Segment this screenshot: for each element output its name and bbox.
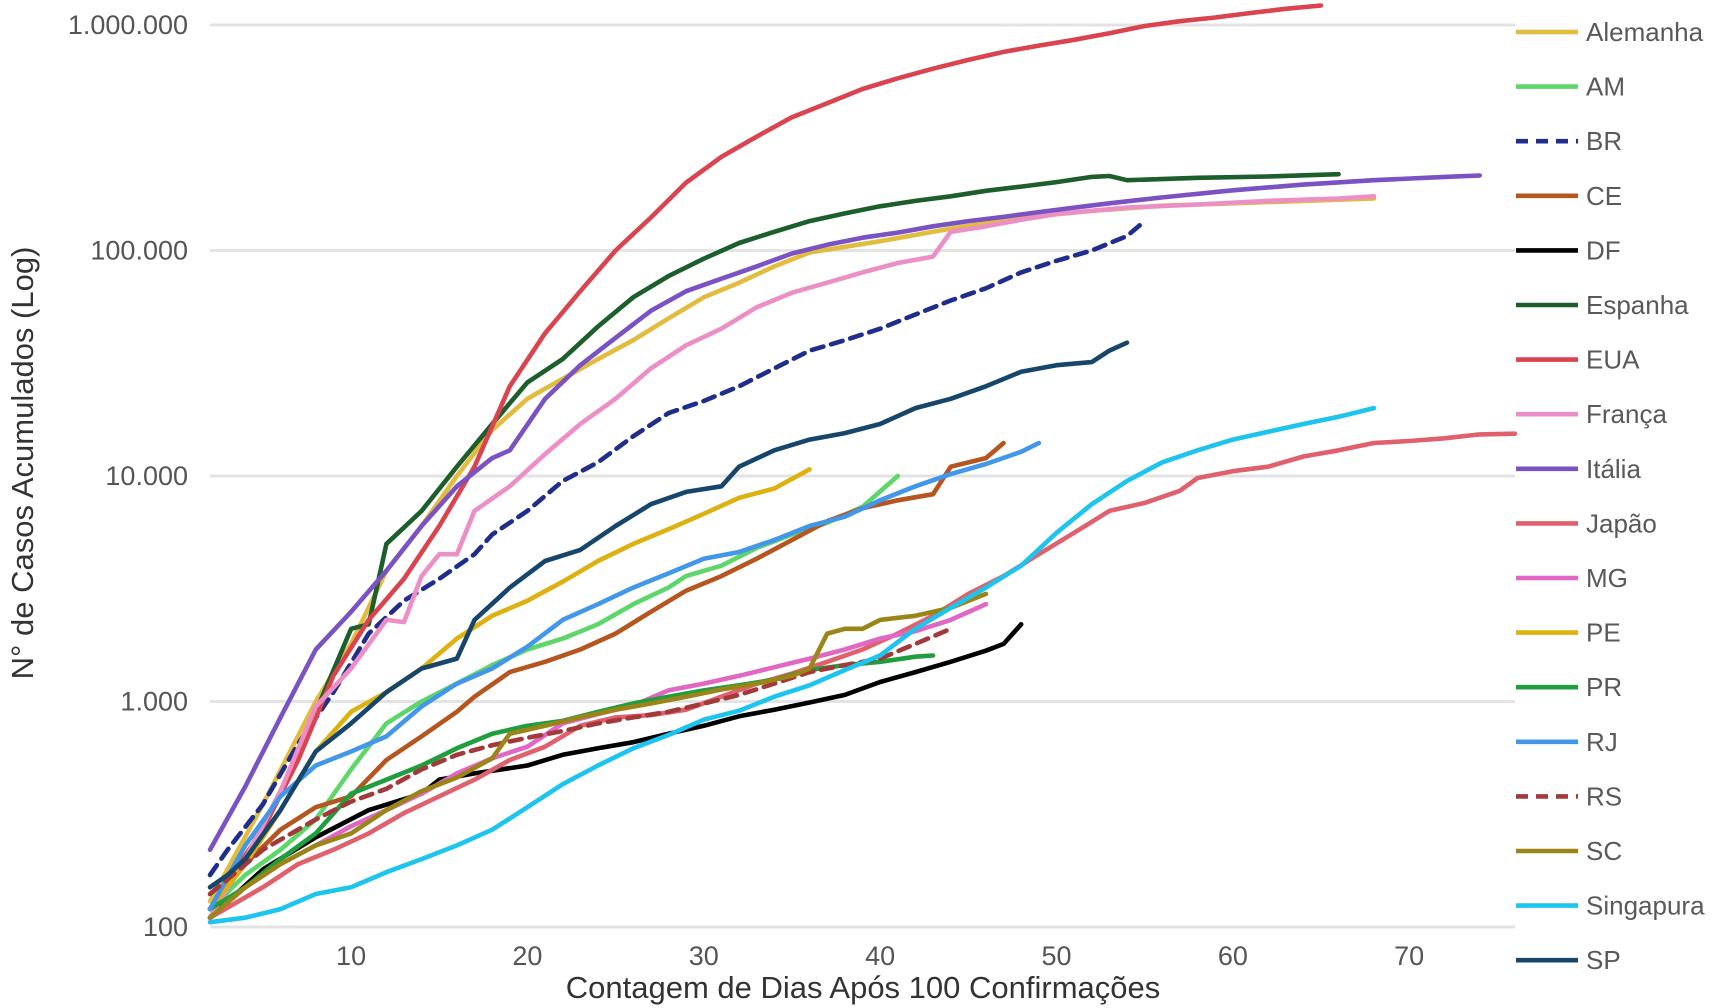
y-tick-label: 100.000	[90, 236, 188, 266]
y-tick-label: 1.000	[120, 687, 188, 717]
series-line-eua	[207, 3, 1324, 912]
series-line-sc	[207, 591, 989, 920]
gridlines	[210, 23, 1515, 929]
series-line-rj	[207, 440, 1042, 912]
legend-label: EUA	[1586, 345, 1640, 375]
legend-label: Singapura	[1586, 891, 1705, 921]
legend-label: Alemanha	[1586, 17, 1704, 47]
series-lines	[207, 3, 1518, 925]
legend-label: SP	[1586, 945, 1621, 975]
x-tick-label: 20	[512, 941, 542, 971]
y-tick-labels: 100 1.000 10.000 100.000 1.000.000	[68, 10, 188, 942]
legend: Alemanha AM BR CE DF Espanha EUA França Itália Ja…	[1516, 17, 1705, 975]
legend-label: Japão	[1586, 508, 1657, 538]
x-tick-label: 30	[689, 941, 719, 971]
x-tick-label: 70	[1394, 941, 1424, 971]
legend-label: RJ	[1586, 727, 1618, 757]
legend-label: Itália	[1586, 454, 1641, 484]
series-line-espanha	[207, 171, 1341, 920]
x-tick-label: 40	[865, 941, 895, 971]
series-line-sp	[207, 340, 1130, 890]
series-line-frança	[207, 194, 1377, 920]
legend-label: AM	[1586, 72, 1625, 102]
series-line-rs	[207, 626, 953, 897]
legend-label: SC	[1586, 836, 1622, 866]
series-line-itália	[207, 173, 1482, 853]
x-tick-label: 10	[336, 941, 366, 971]
x-tick-label: 50	[1041, 941, 1071, 971]
series-line-df	[207, 622, 1024, 920]
y-tick-label: 100	[143, 912, 188, 942]
x-tick-labels: 10 20 30 40 50 60 70	[336, 941, 1424, 971]
y-tick-label: 10.000	[105, 461, 188, 491]
legend-label: BR	[1586, 126, 1622, 156]
legend-label: RS	[1586, 781, 1622, 811]
x-axis-title: Contagem de Dias Após 100 Confirmações	[566, 970, 1161, 1005]
legend-label: PE	[1586, 618, 1621, 648]
series-line-singapura	[207, 405, 1377, 925]
legend-label: Espanha	[1586, 290, 1689, 320]
legend-label: CE	[1586, 181, 1622, 211]
series-line-japão	[207, 431, 1518, 920]
legend-label: França	[1586, 399, 1667, 429]
x-tick-label: 60	[1218, 941, 1248, 971]
series-line-br	[207, 218, 1147, 878]
y-tick-label: 1.000.000	[68, 10, 188, 40]
legend-label: MG	[1586, 563, 1628, 593]
y-axis-title: N° de Casos Acumulados (Log)	[5, 247, 40, 680]
legend-label: PR	[1586, 672, 1622, 702]
legend-label: DF	[1586, 235, 1621, 265]
